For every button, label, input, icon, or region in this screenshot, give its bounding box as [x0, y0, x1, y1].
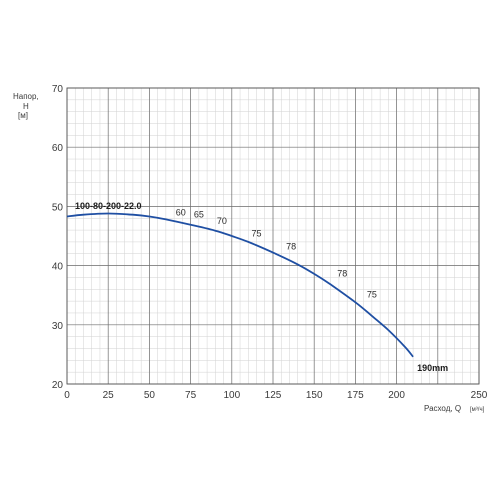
y-tick-labels: 20 30 40 50 60 70 — [52, 84, 64, 391]
efficiency-label: 65 — [194, 210, 204, 220]
curve-line — [66, 212, 414, 358]
y-tick-label: 50 — [52, 202, 64, 213]
x-tick-label: 250 — [471, 390, 488, 401]
efficiency-label: 78 — [286, 242, 296, 252]
efficiency-label: 78 — [337, 268, 347, 278]
x-tick-label: 100 — [223, 390, 240, 401]
y-axis-symbol: Н — [23, 102, 29, 111]
model-label: 100-80-200-22.0 — [75, 201, 142, 211]
plot-frame — [66, 87, 480, 385]
y-axis-unit: [м] — [18, 111, 28, 120]
x-axis-label: Расход, Q — [424, 404, 461, 413]
efficiency-labels: 60 65 70 75 78 78 75 — [176, 207, 377, 299]
y-tick-label: 20 — [52, 380, 64, 391]
y-tick-label: 70 — [52, 84, 64, 95]
major-grid — [66, 87, 480, 385]
y-axis-label: Напор, — [13, 92, 39, 101]
efficiency-label: 60 — [176, 207, 186, 217]
efficiency-label: 75 — [252, 229, 262, 239]
y-tick-label: 60 — [52, 143, 64, 154]
y-tick-label: 30 — [52, 321, 64, 332]
efficiency-label: 70 — [217, 216, 227, 226]
curves: 190mm — [66, 212, 448, 373]
x-tick-label: 150 — [306, 390, 323, 401]
x-tick-label: 125 — [265, 390, 282, 401]
x-tick-label: 175 — [347, 390, 364, 401]
curve-label: 190mm — [417, 363, 448, 373]
x-tick-labels: 0 25 50 75 100 125 150 175 200 250 — [64, 390, 488, 401]
x-axis-unit: [м³/ч] — [470, 407, 485, 413]
x-tick-label: 200 — [388, 390, 405, 401]
x-tick-label: 50 — [144, 390, 156, 401]
x-tick-label: 25 — [103, 390, 115, 401]
y-tick-label: 40 — [52, 262, 64, 273]
x-tick-label: 0 — [64, 390, 70, 401]
x-tick-label: 75 — [185, 390, 197, 401]
efficiency-label: 75 — [367, 290, 377, 300]
